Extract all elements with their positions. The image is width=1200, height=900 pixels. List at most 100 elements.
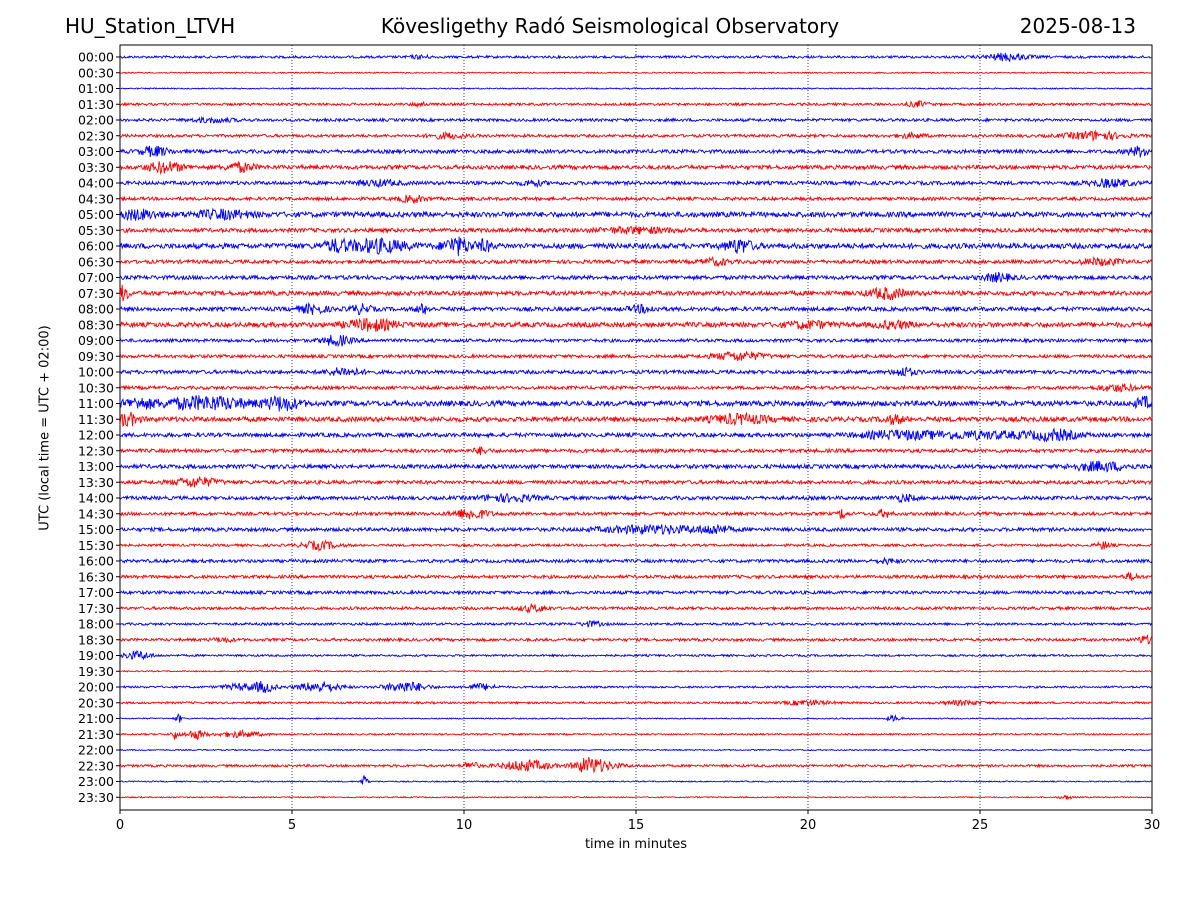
y-tick-label-1030: 10:30 [78,380,114,395]
y-tick-label-0530: 05:30 [78,223,114,238]
trace-2230 [119,756,1153,774]
y-tick-label-0800: 08:00 [78,302,114,317]
y-tick-label-0400: 04:00 [78,176,114,191]
y-tick-label-1230: 12:30 [78,443,114,458]
y-tick-label-1700: 17:00 [78,585,114,600]
trace-0100 [119,87,1153,90]
trace-2100 [119,713,1153,723]
trace-2030 [119,698,1153,707]
trace-2300 [119,775,1153,785]
trace-0700 [119,272,1153,283]
trace-0200 [119,115,1153,124]
trace-1730 [119,602,1153,614]
trace-1200 [119,427,1153,443]
x-tick-label-0: 0 [116,818,124,833]
y-tick-label-2300: 23:00 [78,774,114,789]
trace-1930 [119,669,1153,673]
y-tick-label-0930: 09:30 [78,349,114,364]
trace-0730 [119,284,1153,302]
y-tick-label-0430: 04:30 [78,191,114,206]
trace-1700 [119,589,1153,596]
y-tick-label-1600: 16:00 [78,554,114,569]
y-tick-label-0100: 01:00 [78,81,114,96]
station-name: HU_Station_LTVH [65,14,236,38]
x-tick-label-25: 25 [972,818,989,833]
trace-1400 [119,492,1153,504]
y-tick-label-1500: 15:00 [78,522,114,537]
trace-1600 [119,556,1153,566]
trace-0230 [119,129,1153,143]
x-tick-label-15: 15 [628,818,645,833]
y-tick-label-2030: 20:30 [78,695,114,710]
y-tick-label-0700: 07:00 [78,270,114,285]
x-tick-label-20: 20 [800,818,817,833]
trace-0430 [119,194,1153,205]
trace-0800 [119,301,1153,316]
y-tick-label-1330: 13:30 [78,475,114,490]
trace-1500 [119,523,1153,536]
trace-1330 [119,476,1153,488]
trace-2130 [119,728,1153,741]
trace-1900 [119,650,1153,661]
y-tick-label-1130: 11:30 [78,412,114,427]
y-tick-label-2000: 20:00 [78,680,114,695]
chart-date: 2025-08-13 [1019,14,1136,38]
trace-1000 [119,366,1153,377]
trace-0000 [119,52,1153,63]
y-tick-label-0900: 09:00 [78,333,114,348]
y-tick-label-0300: 03:00 [78,144,114,159]
trace-0400 [119,178,1153,189]
x-tick-label-30: 30 [1144,818,1161,833]
x-tick-label-10: 10 [456,818,473,833]
y-tick-label-2230: 22:30 [78,758,114,773]
trace-0330 [119,160,1153,176]
y-tick-label-0130: 01:30 [78,97,114,112]
x-axis-label: time in minutes [584,837,688,852]
trace-1630 [119,571,1153,582]
trace-0830 [119,317,1153,333]
y-tick-label-0200: 02:00 [78,113,114,128]
y-tick-label-1100: 11:00 [78,396,114,411]
trace-0900 [119,334,1153,348]
trace-0530 [119,225,1153,235]
y-tick-label-2130: 21:30 [78,727,114,742]
trace-2330 [119,794,1153,801]
y-tick-label-1430: 14:30 [78,506,114,521]
trace-1130 [119,411,1153,427]
y-tick-label-0230: 02:30 [78,128,114,143]
y-tick-label-1200: 12:00 [78,428,114,443]
y-tick-label-1830: 18:30 [78,632,114,647]
y-tick-label-1630: 16:30 [78,569,114,584]
y-axis-label: UTC (local time = UTC + 02:00) [37,325,53,531]
trace-0500 [119,207,1153,222]
trace-0630 [119,255,1153,268]
y-tick-label-0030: 00:30 [78,65,114,80]
y-tick-label-0500: 05:00 [78,207,114,222]
chart-title: Kövesligethy Radó Seismological Observat… [380,14,840,38]
y-tick-label-0600: 06:00 [78,239,114,254]
trace-1100 [119,395,1153,412]
trace-1030 [119,382,1153,393]
y-tick-label-1800: 18:00 [78,617,114,632]
trace-2000 [119,680,1153,694]
y-tick-label-0630: 06:30 [78,254,114,269]
y-tick-label-1900: 19:00 [78,648,114,663]
y-tick-label-1400: 14:00 [78,491,114,506]
y-tick-label-1730: 17:30 [78,601,114,616]
y-tick-label-0830: 08:30 [78,317,114,332]
trace-0030 [119,71,1153,75]
trace-1300 [119,460,1153,473]
trace-2200 [119,748,1153,752]
trace-1530 [119,539,1153,552]
x-tick-label-5: 5 [288,818,296,833]
y-tick-label-2200: 22:00 [78,743,114,758]
y-tick-label-1300: 13:00 [78,459,114,474]
trace-0130 [119,99,1153,109]
y-tick-label-2330: 23:30 [78,790,114,805]
y-tick-label-0330: 03:30 [78,160,114,175]
trace-1830 [119,634,1153,645]
trace-1230 [119,446,1153,456]
y-tick-label-0730: 07:30 [78,286,114,301]
y-tick-label-1530: 15:30 [78,538,114,553]
